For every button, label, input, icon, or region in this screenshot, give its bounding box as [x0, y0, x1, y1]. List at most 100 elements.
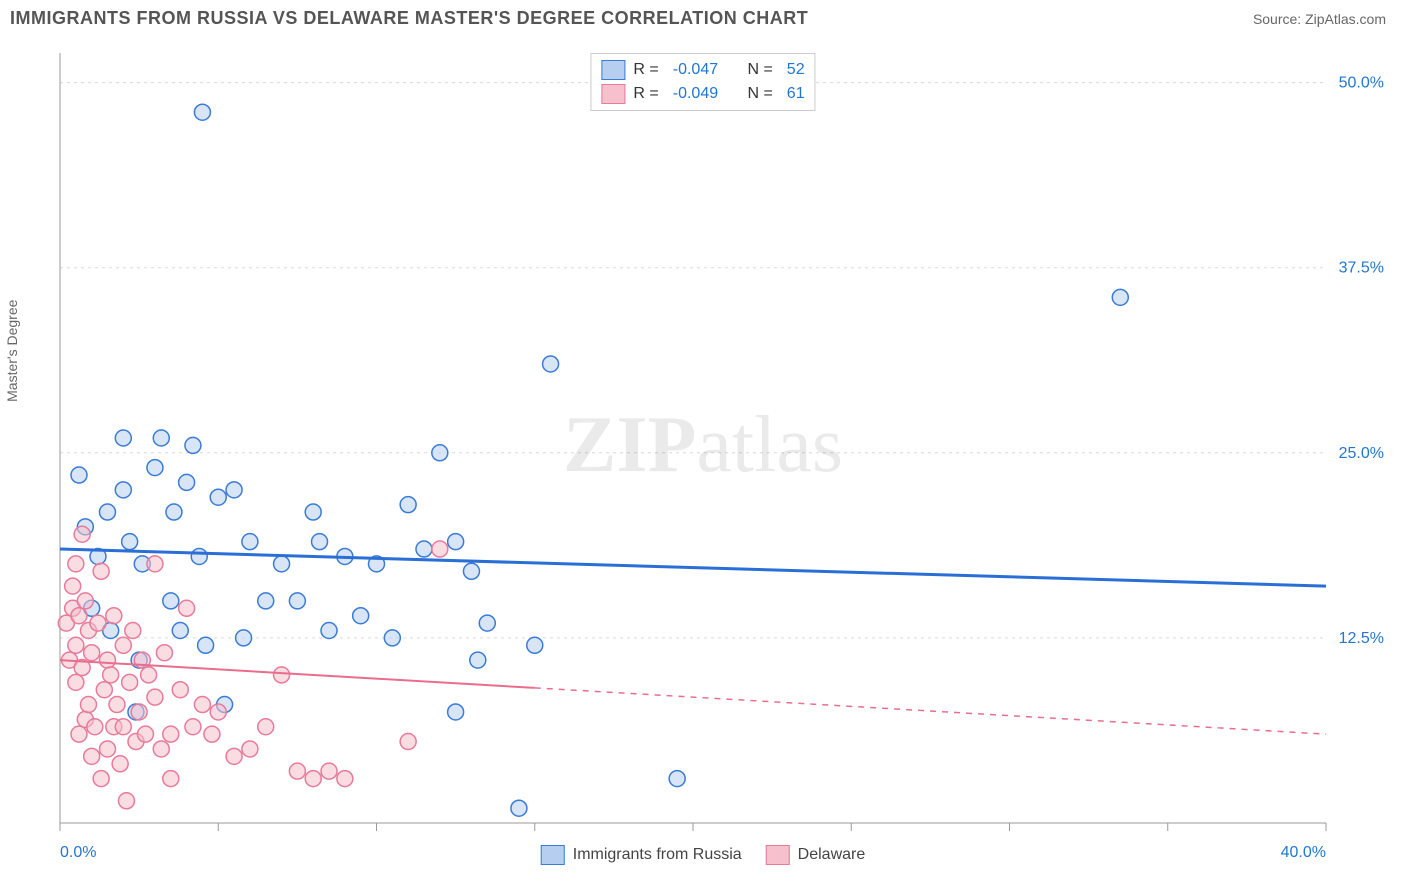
data-point	[416, 541, 432, 557]
data-point	[289, 763, 305, 779]
data-point	[543, 356, 559, 372]
data-point	[84, 645, 100, 661]
data-point	[448, 534, 464, 550]
legend-item: Delaware	[766, 845, 866, 865]
data-point	[125, 623, 141, 639]
data-point	[115, 430, 131, 446]
data-point	[226, 748, 242, 764]
data-point	[432, 445, 448, 461]
data-point	[172, 682, 188, 698]
data-point	[432, 541, 448, 557]
data-point	[99, 504, 115, 520]
data-point	[511, 800, 527, 816]
stats-row: R =-0.047 N =52	[601, 58, 804, 82]
data-point	[448, 704, 464, 720]
data-point	[479, 615, 495, 631]
data-point	[141, 667, 157, 683]
header: IMMIGRANTS FROM RUSSIA VS DELAWARE MASTE…	[0, 0, 1406, 33]
y-tick-label: 37.5%	[1339, 260, 1384, 277]
data-point	[163, 726, 179, 742]
data-point	[305, 504, 321, 520]
r-value: -0.049	[673, 85, 718, 103]
data-point	[90, 615, 106, 631]
data-point	[103, 667, 119, 683]
n-value: 61	[787, 85, 805, 103]
data-point	[166, 504, 182, 520]
data-point	[1112, 289, 1128, 305]
swatch-icon	[766, 845, 790, 865]
data-point	[65, 578, 81, 594]
n-label: N =	[747, 85, 772, 103]
data-point	[226, 482, 242, 498]
data-point	[194, 104, 210, 120]
data-point	[258, 593, 274, 609]
data-point	[198, 637, 214, 653]
data-point	[71, 467, 87, 483]
data-point	[115, 482, 131, 498]
chart-container: Master's Degree 12.5%25.0%37.5%50.0%0.0%…	[10, 33, 1396, 873]
data-point	[147, 460, 163, 476]
data-point	[122, 534, 138, 550]
swatch-icon	[601, 84, 625, 104]
r-label: R =	[633, 61, 658, 79]
data-point	[274, 556, 290, 572]
data-point	[99, 652, 115, 668]
data-point	[71, 726, 87, 742]
data-point	[242, 741, 258, 757]
legend-label: Immigrants from Russia	[573, 846, 742, 864]
legend-item: Immigrants from Russia	[541, 845, 742, 865]
data-point	[321, 763, 337, 779]
data-point	[305, 771, 321, 787]
data-point	[80, 697, 96, 713]
source-credit: Source: ZipAtlas.com	[1253, 11, 1386, 27]
data-point	[77, 593, 93, 609]
legend-label: Delaware	[798, 846, 866, 864]
data-point	[115, 637, 131, 653]
data-point	[204, 726, 220, 742]
x-tick-label: 0.0%	[60, 844, 96, 861]
data-point	[68, 674, 84, 690]
data-point	[400, 734, 416, 750]
data-point	[153, 430, 169, 446]
data-point	[156, 645, 172, 661]
data-point	[236, 630, 252, 646]
data-point	[109, 697, 125, 713]
swatch-icon	[601, 60, 625, 80]
data-point	[185, 437, 201, 453]
y-tick-label: 25.0%	[1339, 445, 1384, 462]
data-point	[153, 741, 169, 757]
data-point	[68, 637, 84, 653]
trend-line	[60, 549, 1326, 586]
data-point	[99, 741, 115, 757]
data-point	[71, 608, 87, 624]
data-point	[470, 652, 486, 668]
data-point	[527, 637, 543, 653]
data-point	[669, 771, 685, 787]
r-value: -0.047	[673, 61, 718, 79]
x-tick-label: 40.0%	[1281, 844, 1326, 861]
data-point	[242, 534, 258, 550]
data-point	[289, 593, 305, 609]
stats-legend: R =-0.047 N =52R =-0.049 N =61	[590, 53, 815, 111]
data-point	[179, 474, 195, 490]
data-point	[84, 748, 100, 764]
data-point	[147, 556, 163, 572]
page-title: IMMIGRANTS FROM RUSSIA VS DELAWARE MASTE…	[10, 8, 808, 29]
source-name: ZipAtlas.com	[1305, 11, 1386, 27]
data-point	[353, 608, 369, 624]
data-point	[312, 534, 328, 550]
data-point	[93, 771, 109, 787]
stats-row: R =-0.049 N =61	[601, 82, 804, 106]
data-point	[163, 771, 179, 787]
y-axis-title: Master's Degree	[4, 300, 20, 402]
data-point	[112, 756, 128, 772]
n-value: 52	[787, 61, 805, 79]
data-point	[194, 697, 210, 713]
data-point	[172, 623, 188, 639]
y-tick-label: 50.0%	[1339, 75, 1384, 92]
y-tick-label: 12.5%	[1339, 630, 1384, 647]
data-point	[106, 608, 122, 624]
data-point	[258, 719, 274, 735]
data-point	[185, 719, 201, 735]
data-point	[163, 593, 179, 609]
